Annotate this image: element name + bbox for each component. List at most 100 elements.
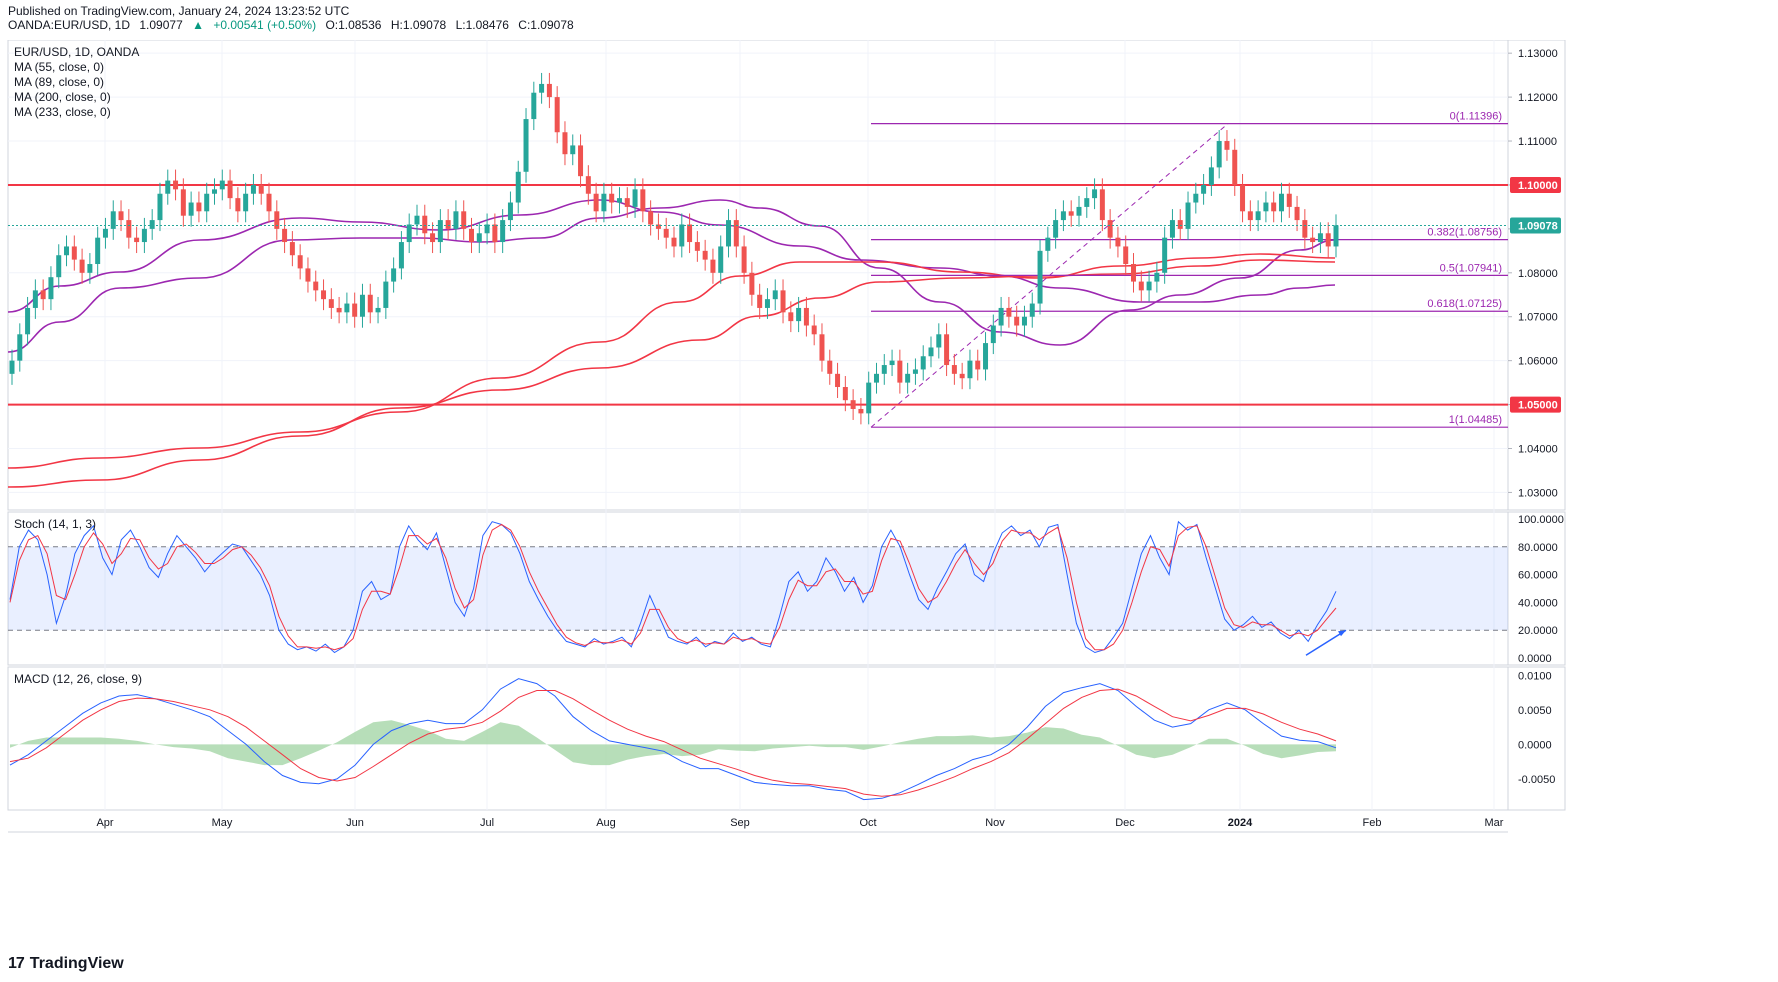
candle-body [819,334,825,361]
candle-body [1006,307,1012,317]
candle-body [274,211,280,229]
candle-body [749,272,755,295]
candle-body [640,189,646,212]
candle-body [469,228,475,243]
candle-body [79,259,85,273]
candle-body [422,215,428,234]
candle-body [1099,189,1105,221]
candle-body [718,246,724,273]
ma-55-line [7,199,1336,353]
candle-body [1193,193,1199,203]
candle-body [227,180,233,199]
fib-level-label: 0(1.11396) [1450,111,1502,123]
candle-body [321,290,327,300]
candle-body [1060,211,1066,221]
panel-frame-3 [7,666,1509,811]
candle-body [196,202,202,212]
candle-body [102,228,108,238]
candle-body [1021,316,1027,326]
candle-body [788,312,794,322]
candle-body [616,198,622,203]
candle-body [1294,206,1300,221]
candle-body [624,198,630,207]
candle-body [546,83,552,98]
ma-89-line [7,199,1336,313]
candle-body [336,307,342,313]
chart-header: Published on TradingView.com, January 24… [8,4,580,32]
candle-body [694,242,700,251]
time-tick-label: Jul [480,817,494,829]
candle-body [313,281,319,291]
candle-body [593,193,599,212]
candle-body [141,228,147,243]
candle-body [500,220,506,243]
time-tick-label: Oct [859,817,876,829]
candle-body [928,347,934,357]
stoch-tick-label: 60.0000 [1518,570,1558,582]
macd-tick-label: 0.0000 [1518,739,1552,751]
candle-body [25,307,31,335]
candle-body [1107,220,1113,238]
close-value: C:1.09078 [518,18,574,32]
price-tick-label: 1.07000 [1518,312,1558,324]
candle-body [1014,316,1020,326]
candle-body [430,233,436,243]
candle-body [959,373,965,379]
level-price-tag-label: 1.10000 [1518,180,1558,192]
candle-body [243,193,249,212]
candle-body [266,193,272,212]
candle-body [1317,233,1323,243]
candle-body [772,290,778,300]
candle-body [95,237,101,265]
fib-level-label: 1(1.04485) [1449,414,1502,426]
tradingview-logo[interactable]: 17 TradingView [8,955,124,973]
publish-info: Published on TradingView.com, January 24… [8,4,350,18]
candle-body [1084,198,1090,207]
chart-area[interactable]: 1.130001.120001.110001.100001.090001.080… [0,40,1778,940]
candle-body [1325,233,1331,247]
candle-body [507,202,513,221]
price-tick-label: 1.13000 [1518,48,1558,60]
price-tick-label: 1.04000 [1518,444,1558,456]
candle-body [1286,193,1292,207]
fib-level-label: 0.618(1.07125) [1427,298,1502,310]
high-value: H:1.09078 [390,18,447,32]
candle-body [585,176,591,194]
candle-body [1068,211,1074,216]
candle-body [780,290,786,313]
candle-body [803,307,809,326]
candle-body [289,242,295,256]
candle-body [437,220,443,243]
time-tick-label: Sep [730,817,750,829]
candle-body [383,281,389,308]
candle-body [344,303,350,313]
macd-tick-label: 0.0050 [1518,705,1552,717]
stoch-arrow-line [1305,629,1347,656]
candle-body [359,294,365,317]
candle-body [406,224,412,243]
candle-body [702,250,708,260]
candle-body [912,369,918,374]
candle-body [578,145,584,177]
macd-signal-line [9,688,1337,797]
macd-histogram [10,720,1336,766]
candle-body [110,211,116,229]
candle-body [687,224,693,243]
candle-body [733,220,739,247]
candle-body [944,334,950,366]
candle-body [990,325,996,344]
candle-body [445,220,451,229]
candle-body [32,290,38,308]
candle-body [975,360,981,370]
candle-body [609,193,615,203]
candle-body [1278,193,1284,212]
time-tick-label: Aug [596,817,616,829]
candle-body [188,202,194,216]
candle-body [476,233,482,243]
ohlc-line: OANDA:EUR/USD, 1D 1.09077 ▲ +0.00541 (+0… [8,18,580,32]
candle-body [726,220,732,247]
current-price-tag-label: 1.09078 [1518,220,1558,232]
candle-body [850,400,856,409]
candle-body [905,373,911,383]
candle-body [40,290,46,300]
